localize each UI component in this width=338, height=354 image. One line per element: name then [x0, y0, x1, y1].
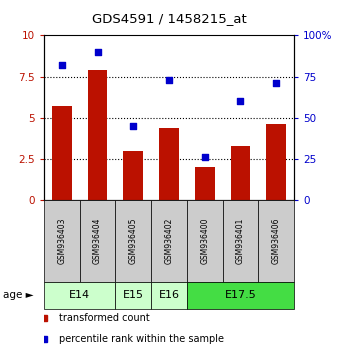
Bar	[44, 200, 80, 282]
Bar	[195, 167, 215, 200]
Bar	[187, 282, 294, 309]
Point	[202, 154, 208, 160]
Bar	[115, 282, 151, 309]
Text: transformed count: transformed count	[59, 313, 150, 323]
Text: age ►: age ►	[3, 291, 34, 301]
Text: percentile rank within the sample: percentile rank within the sample	[59, 334, 224, 344]
Point	[273, 80, 279, 86]
Point	[95, 49, 100, 55]
Bar	[88, 70, 107, 200]
Text: GSM936401: GSM936401	[236, 218, 245, 264]
Text: GSM936400: GSM936400	[200, 218, 209, 264]
Bar	[80, 200, 115, 282]
Point	[166, 77, 172, 83]
Bar	[151, 200, 187, 282]
Text: GSM936406: GSM936406	[272, 218, 281, 264]
Bar	[159, 127, 179, 200]
Text: E16: E16	[159, 291, 179, 301]
Bar	[115, 200, 151, 282]
Bar	[151, 282, 187, 309]
Bar	[187, 200, 223, 282]
Bar	[123, 150, 143, 200]
Text: GSM936404: GSM936404	[93, 218, 102, 264]
Text: E14: E14	[69, 291, 90, 301]
Bar	[266, 124, 286, 200]
Text: E17.5: E17.5	[224, 291, 256, 301]
Point	[130, 123, 136, 129]
Bar	[231, 145, 250, 200]
Bar	[258, 200, 294, 282]
Text: GSM936402: GSM936402	[165, 218, 173, 264]
Point	[238, 98, 243, 104]
Bar	[223, 200, 258, 282]
Bar	[52, 106, 72, 200]
Text: GSM936405: GSM936405	[129, 218, 138, 264]
Text: E15: E15	[123, 291, 144, 301]
Bar	[44, 282, 115, 309]
Text: GDS4591 / 1458215_at: GDS4591 / 1458215_at	[92, 12, 246, 25]
Text: GSM936403: GSM936403	[57, 218, 66, 264]
Point	[59, 62, 65, 68]
